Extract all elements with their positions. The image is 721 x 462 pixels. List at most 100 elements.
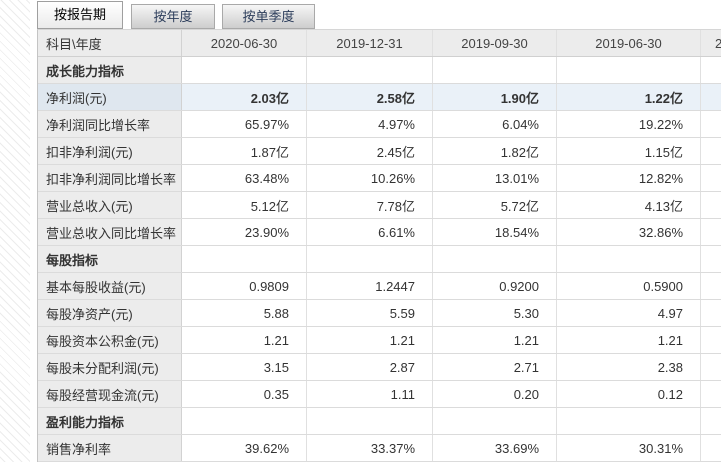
value-cell: 1.2447 [307, 273, 433, 299]
partial-value-cell [701, 381, 721, 407]
value-cell: 63.48% [182, 165, 307, 191]
value-cell: 2.58亿 [307, 84, 433, 110]
value-cell: 39.62% [182, 435, 307, 461]
left-stripe-decoration [0, 0, 30, 462]
value-cell: 2.71 [433, 354, 557, 380]
value-cell: 1.21 [182, 327, 307, 353]
value-cell: 1.11 [307, 381, 433, 407]
indicator-label: 净利润同比增长率 [38, 111, 182, 137]
value-cell: 6.04% [433, 111, 557, 137]
value-cell: 2.03亿 [182, 84, 307, 110]
date-column-header: 2019-09-30 [433, 30, 557, 56]
table-row[interactable]: 净利润(元) 2.03亿 2.58亿 1.90亿 1.22亿 [38, 84, 721, 111]
value-cell: 1.21 [557, 327, 701, 353]
value-cell: 1.82亿 [433, 138, 557, 164]
partial-value-cell [701, 300, 721, 326]
value-cell [433, 408, 557, 434]
indicator-label: 每股未分配利润(元) [38, 354, 182, 380]
partial-value-cell [701, 84, 721, 110]
table-row[interactable]: 销售净利率 39.62% 33.37% 33.69% 30.31% [38, 435, 721, 462]
value-cell [182, 57, 307, 83]
value-cell: 5.88 [182, 300, 307, 326]
value-cell [307, 408, 433, 434]
value-cell: 5.30 [433, 300, 557, 326]
table-row[interactable]: 营业总收入(元) 5.12亿 7.78亿 5.72亿 4.13亿 [38, 192, 721, 219]
tab-bar: 按报告期 按年度 按单季度 [37, 0, 721, 29]
value-cell: 23.90% [182, 219, 307, 245]
value-cell: 1.22亿 [557, 84, 701, 110]
table-row[interactable]: 每股净资产(元) 5.88 5.59 5.30 4.97 [38, 300, 721, 327]
partial-value-cell [701, 111, 721, 137]
table-row[interactable]: 基本每股收益(元) 0.9809 1.2447 0.9200 0.5900 [38, 273, 721, 300]
table-row[interactable]: 每股未分配利润(元) 3.15 2.87 2.71 2.38 [38, 354, 721, 381]
value-cell: 0.9809 [182, 273, 307, 299]
value-cell: 2.45亿 [307, 138, 433, 164]
date-column-header: 2020-06-30 [182, 30, 307, 56]
tab-by-report-period[interactable]: 按报告期 [37, 1, 124, 29]
table-row[interactable]: 净利润同比增长率 65.97% 4.97% 6.04% 19.22% [38, 111, 721, 138]
value-cell: 2.38 [557, 354, 701, 380]
value-cell: 65.97% [182, 111, 307, 137]
value-cell [557, 246, 701, 272]
tab-by-single-quarter[interactable]: 按单季度 [222, 4, 316, 29]
value-cell: 4.97% [307, 111, 433, 137]
table-row[interactable]: 每股资本公积金(元) 1.21 1.21 1.21 1.21 [38, 327, 721, 354]
indicator-label: 营业总收入(元) [38, 192, 182, 218]
partial-value-cell [701, 273, 721, 299]
value-cell: 0.20 [433, 381, 557, 407]
financial-indicators-panel: 按报告期 按年度 按单季度 科目\年度 2020-06-30 2019-12-31 201… [37, 0, 721, 462]
value-cell [307, 246, 433, 272]
partial-value-cell [701, 354, 721, 380]
corner-header-cell: 科目\年度 [38, 30, 182, 56]
value-cell: 33.37% [307, 435, 433, 461]
date-column-header: 2019-12-31 [307, 30, 433, 56]
indicator-label: 净利润(元) [38, 84, 182, 110]
value-cell: 5.59 [307, 300, 433, 326]
table-row[interactable]: 每股经营现金流(元) 0.35 1.11 0.20 0.12 [38, 381, 721, 408]
table-row[interactable]: 扣非净利润同比增长率 63.48% 10.26% 13.01% 12.82% [38, 165, 721, 192]
value-cell: 1.21 [307, 327, 433, 353]
table-row[interactable]: 扣非净利润(元) 1.87亿 2.45亿 1.82亿 1.15亿 [38, 138, 721, 165]
partial-value-cell [701, 408, 721, 434]
value-cell: 7.78亿 [307, 192, 433, 218]
indicator-label: 销售净利率 [38, 435, 182, 461]
value-cell: 4.13亿 [557, 192, 701, 218]
value-cell: 13.01% [433, 165, 557, 191]
partial-value-cell [701, 219, 721, 245]
value-cell [307, 57, 433, 83]
tab-by-year[interactable]: 按年度 [131, 4, 216, 29]
value-cell: 1.15亿 [557, 138, 701, 164]
value-cell [433, 246, 557, 272]
partial-value-cell [701, 435, 721, 461]
indicator-label: 每股净资产(元) [38, 300, 182, 326]
value-cell: 2.87 [307, 354, 433, 380]
value-cell: 18.54% [433, 219, 557, 245]
indicator-label: 每股资本公积金(元) [38, 327, 182, 353]
table-row[interactable]: 营业总收入同比增长率 23.90% 6.61% 18.54% 32.86% [38, 219, 721, 246]
value-cell: 0.12 [557, 381, 701, 407]
section-title: 盈利能力指标 [38, 408, 182, 434]
partial-value-cell [701, 57, 721, 83]
value-cell: 0.35 [182, 381, 307, 407]
value-cell [433, 57, 557, 83]
value-cell: 4.97 [557, 300, 701, 326]
value-cell [182, 408, 307, 434]
value-cell: 33.69% [433, 435, 557, 461]
value-cell: 12.82% [557, 165, 701, 191]
value-cell: 1.21 [433, 327, 557, 353]
value-cell: 32.86% [557, 219, 701, 245]
section-header-row: 每股指标 [38, 246, 721, 273]
value-cell: 0.5900 [557, 273, 701, 299]
indicator-label: 基本每股收益(元) [38, 273, 182, 299]
partial-value-cell [701, 327, 721, 353]
value-cell: 30.31% [557, 435, 701, 461]
indicator-label: 扣非净利润(元) [38, 138, 182, 164]
date-column-header: 2019-06-30 [557, 30, 701, 56]
value-cell: 1.90亿 [433, 84, 557, 110]
financial-table: 科目\年度 2020-06-30 2019-12-31 2019-09-30 2019-… [37, 29, 721, 462]
value-cell [557, 57, 701, 83]
indicator-label: 营业总收入同比增长率 [38, 219, 182, 245]
value-cell: 5.12亿 [182, 192, 307, 218]
value-cell: 19.22% [557, 111, 701, 137]
value-cell: 6.61% [307, 219, 433, 245]
